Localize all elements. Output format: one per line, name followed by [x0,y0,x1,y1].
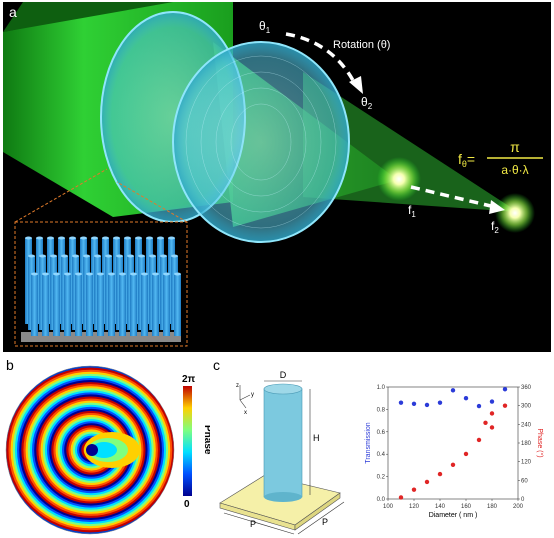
panel-label-a: a [9,4,17,20]
label-D: D [280,370,287,380]
y-left-tick-label: 0.6 [377,430,386,436]
y-right-tick-label: 180 [521,441,532,447]
watermark: 大部书报 [6,522,42,533]
y-right-tick-label: 0 [521,497,525,503]
nanopillar [108,274,115,336]
nanopillar [86,274,93,336]
panel-label-c: c [213,357,220,373]
theta1-label: θ [259,19,266,33]
phase-point [489,425,495,430]
svg-text:π: π [510,139,520,155]
y-right-tick-label: 60 [521,478,528,484]
y-right-tick-label: 300 [521,404,532,410]
metalens-beam-illustration: a θ1 Rotation (θ) θ2 f1 f2 fθ= π a·θ·λ [3,2,543,347]
phase-singularity [86,444,98,456]
focus-cone-2 [303,72,518,212]
x-tick-label: 140 [435,504,446,510]
x-axis-label: Diameter ( nm ) [429,512,478,519]
y-right-tick-label: 120 [521,460,532,466]
f2-label: f [491,219,495,233]
nanopillar [163,274,170,336]
colorbar-min: 0 [184,499,190,510]
phase-point [476,437,482,443]
nanopillar [42,274,49,336]
nanopillar [152,274,159,336]
transmission-point [489,399,495,404]
nanopillar-array [25,236,181,336]
x-tick-label: 100 [383,504,394,510]
y-left-tick-label: 0.2 [377,475,386,481]
nanopillar [64,274,71,336]
svg-text:a·θ·λ: a·θ·λ [501,163,528,177]
y-left-tick-label: 0.4 [377,452,386,458]
phase-colorbar [183,386,192,496]
phase-point [483,420,488,425]
nanopillar [31,274,38,336]
phase-point [437,471,443,477]
panel-a-illustration: a θ1 Rotation (θ) θ2 f1 f2 fθ= π a·θ·λ [3,2,551,352]
x-tick-label: 180 [487,504,498,510]
nanopillar [75,274,82,336]
axis-z: z [236,383,239,389]
nanopillar [97,274,104,336]
panel-c-unit-cell-and-chart: c D H P P z y x 10 [210,355,554,538]
nanopillar [174,274,181,336]
svg-text:θ2: θ2 [361,95,373,111]
svg-text:θ1: θ1 [259,19,271,35]
axis-x: x [244,410,247,416]
y-left-tick-label: 0.0 [377,497,386,503]
label-H: H [313,433,320,443]
nanopillar [141,274,148,336]
phase-point [411,487,417,492]
theta2-label: θ [361,95,368,109]
focus-spot-f2 [495,193,535,233]
transmission-point [424,402,430,408]
phase-point [489,411,495,416]
panel-label-b: b [6,357,14,373]
x-tick-label: 200 [513,504,524,510]
transmission-point [502,387,508,392]
nanopillar [53,274,60,336]
transmission-point [398,400,404,405]
svg-text:f2: f2 [491,219,499,235]
axis-y: y [251,392,254,398]
y-left-tick-label: 0.8 [377,407,386,413]
transmission-point [476,403,482,409]
y-left-tick-label: 1.0 [377,385,386,391]
metalens-2 [172,41,350,243]
svg-text:f1: f1 [408,203,416,219]
y-left-axis-label: Transmission [365,422,372,463]
phase-point [502,403,508,408]
panel-b-phase-map: b 2π 0 Phase 大部书报 [0,355,210,538]
phase-point [463,451,469,457]
phase-point [424,479,430,485]
colorbar-title: Phase [202,425,210,455]
nanopillar-unit-cell: D H P P z y x [219,370,345,535]
svg-text:fθ=: fθ= [458,151,475,169]
focus-spot-f1 [377,157,421,201]
y-right-tick-label: 240 [521,422,532,428]
transmission-point [437,400,443,405]
y-right-axis-label: Phase (°) [536,428,544,457]
label-P1: P [250,519,256,529]
transmission-point [463,396,469,401]
f1-label: f [408,203,412,217]
nanopillar [119,274,126,336]
rotation-label: Rotation (θ) [333,39,390,51]
rotation-arrow [285,32,357,85]
y-right-tick-label: 360 [521,385,532,391]
focal-length-formula: fθ= π a·θ·λ [458,139,543,177]
phase-point [450,462,456,467]
nanopillar [130,274,137,336]
x-tick-label: 120 [409,504,420,510]
transmission-point [450,388,456,393]
x-tick-label: 160 [461,504,472,510]
phase-disc [6,366,174,534]
transmission-point [411,401,417,406]
transmission-phase-chart: 100 120 140 160 180 200 0.0 0.2 0.4 0.6 0.8 1.0 0 6… [365,385,544,519]
plot-frame [387,386,519,500]
label-P2: P [322,517,328,527]
colorbar-max: 2π [182,374,196,385]
phase-point [398,495,404,500]
